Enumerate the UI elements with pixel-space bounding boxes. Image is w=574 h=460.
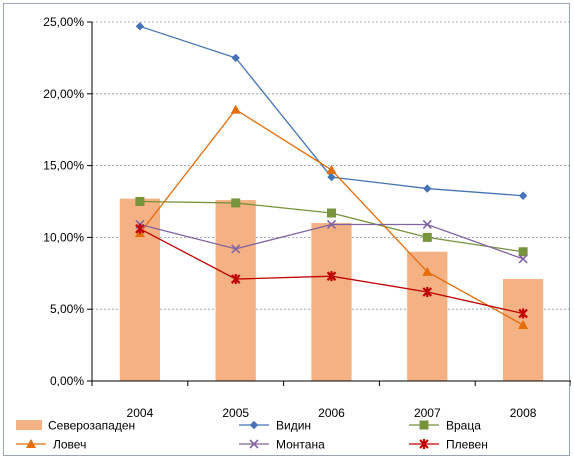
- lines-layer: [134, 22, 529, 329]
- legend-label-Видин: Видин: [276, 419, 311, 433]
- point-Плевен-2005: [230, 274, 241, 285]
- point-Враца-2008: [518, 247, 528, 257]
- legend-layer: Северозападен Видин Враца Ловеч Монтана Плеве…: [16, 419, 488, 452]
- legend-marker-Враца: [419, 420, 429, 430]
- x-tick-label: 2004: [127, 406, 154, 420]
- point-Видин-2008: [518, 191, 528, 200]
- legend-label-Плевен: Плевен: [446, 438, 488, 452]
- point-Видин-2005: [231, 53, 240, 63]
- point-Плевен-2006: [326, 271, 337, 282]
- y-tick-label: 25,00%: [43, 15, 84, 29]
- legend-label-Северозападен: Северозападен: [48, 419, 135, 433]
- point-Ловеч-2005: [230, 104, 241, 114]
- x-tick-label: 2008: [510, 406, 537, 420]
- x-tick-label: 2006: [318, 406, 345, 420]
- bars-layer: [119, 198, 544, 381]
- point-Монтана-2005: [231, 244, 241, 254]
- y-tick-label: 0,00%: [50, 374, 84, 388]
- point-Плевен-2004: [135, 223, 145, 234]
- axes-layer: [87, 21, 571, 386]
- point-Враца-2006: [327, 208, 336, 218]
- point-Видин-2007: [423, 184, 432, 193]
- bar-Северозападен-2005: [215, 200, 256, 381]
- legend-marker-Плевен: [419, 439, 429, 449]
- legend-label-Враца: Враца: [446, 419, 481, 433]
- point-Враца-2005: [231, 198, 241, 208]
- point-Плевен-2007: [422, 286, 433, 297]
- point-Ловеч-2008: [518, 319, 529, 329]
- point-Враца-2004: [135, 197, 145, 206]
- chart-frame: 0,00% 5,00% 10,00% 15,00% 20,00% 25,00% 2004 20…: [3, 3, 571, 456]
- legend-marker-Монтана: [249, 439, 259, 449]
- point-Ловеч-2006: [326, 164, 337, 174]
- legend-label-Ловеч: Ловеч: [53, 438, 86, 452]
- legend-marker-Видин: [249, 420, 259, 430]
- point-Враца-2007: [422, 232, 432, 242]
- x-tick-label: 2007: [414, 406, 441, 420]
- y-tick-label: 20,00%: [43, 87, 84, 101]
- point-Видин-2006: [327, 172, 336, 182]
- chart-svg: 0,00% 5,00% 10,00% 15,00% 20,00% 25,00% 2004 20…: [16, 15, 571, 452]
- y-tick-label: 15,00%: [43, 159, 84, 173]
- point-Монтана-2006: [326, 219, 337, 230]
- point-Плевен-2008: [518, 308, 528, 319]
- point-Монтана-2008: [518, 254, 528, 264]
- point-Видин-2004: [135, 22, 145, 31]
- point-Монтана-2007: [422, 219, 432, 230]
- bar-Северозападен-2006: [311, 223, 352, 381]
- y-tick-label: 10,00%: [43, 230, 84, 244]
- point-Ловеч-2007: [422, 266, 433, 276]
- y-tick-label: 5,00%: [50, 302, 84, 316]
- legend-swatch-Северозападен: [16, 420, 42, 430]
- legend-label-Монтана: Монтана: [276, 438, 325, 452]
- ticks-layer: 0,00% 5,00% 10,00% 15,00% 20,00% 25,00% 2004 20…: [43, 15, 536, 420]
- x-tick-label: 2005: [222, 406, 249, 420]
- legend-marker-Ловеч: [26, 439, 36, 448]
- bar-Северозападен-2008: [502, 279, 544, 381]
